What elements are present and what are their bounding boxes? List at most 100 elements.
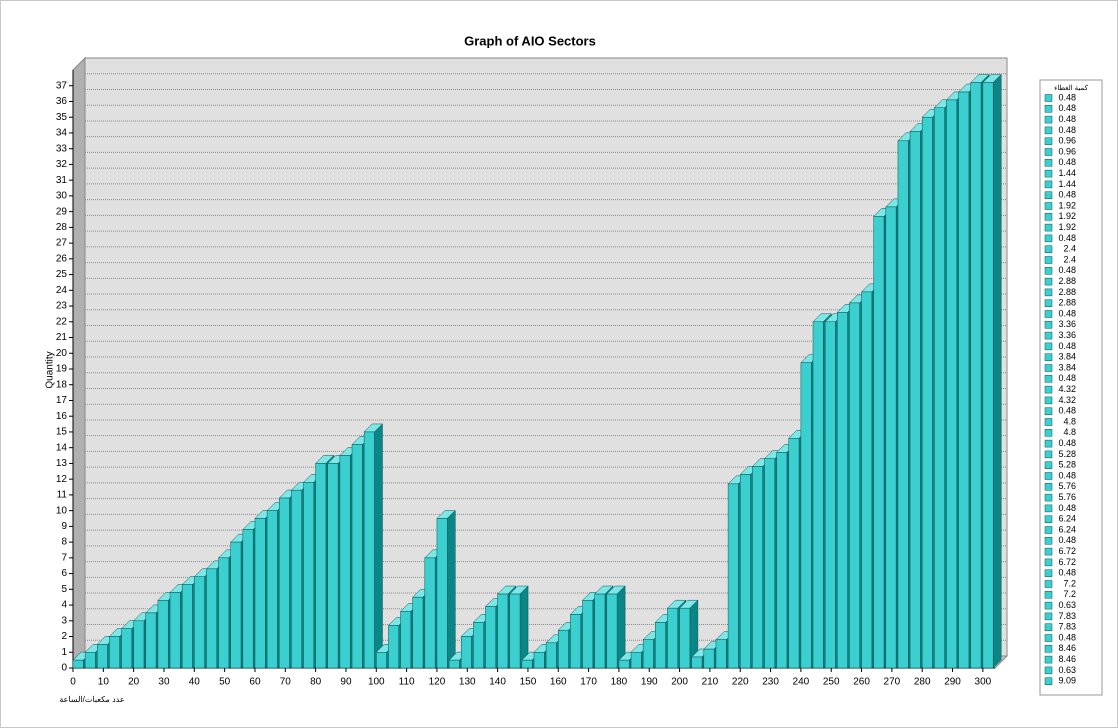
legend-label: 0.48 xyxy=(1058,157,1076,167)
y-tick-label: 27 xyxy=(56,238,68,249)
x-tick-label: 0 xyxy=(70,677,76,688)
y-tick-label: 30 xyxy=(56,191,68,202)
y-tick-label: 35 xyxy=(56,112,68,123)
y-tick-label: 34 xyxy=(56,128,68,139)
legend-swatch xyxy=(1044,601,1053,610)
bar xyxy=(679,607,691,669)
x-tick-label: 100 xyxy=(368,677,385,688)
legend-title: كمية الغطاء xyxy=(1054,84,1088,92)
bar xyxy=(509,593,521,669)
legend-label: 0.48 xyxy=(1058,470,1076,480)
legend-label: 0.48 xyxy=(1058,92,1076,102)
x-tick-label: 200 xyxy=(671,677,688,688)
legend-swatch xyxy=(1044,94,1053,102)
x-tick-label: 230 xyxy=(762,677,779,688)
legend-label: 0.48 xyxy=(1058,632,1076,642)
legend-label: 6.72 xyxy=(1058,546,1076,556)
legend-swatch xyxy=(1044,504,1053,513)
legend-swatch xyxy=(1044,364,1053,372)
x-tick-label: 280 xyxy=(914,677,931,688)
y-tick-label: 3 xyxy=(61,615,67,626)
x-tick-label: 170 xyxy=(580,677,597,688)
legend-label: 4.32 xyxy=(1058,395,1076,405)
x-tick-label: 220 xyxy=(732,677,749,688)
y-tick-label: 21 xyxy=(56,332,68,343)
bar xyxy=(921,116,933,669)
legend-label: 2.88 xyxy=(1058,276,1076,286)
legend-label: 1.92 xyxy=(1058,222,1076,232)
legend-label: 0.48 xyxy=(1058,265,1076,275)
legend-swatch xyxy=(1044,299,1053,307)
bar xyxy=(206,568,218,669)
bar xyxy=(266,510,278,669)
bar xyxy=(497,593,509,669)
x-tick-label: 10 xyxy=(98,677,110,688)
x-tick-label: 120 xyxy=(429,677,446,688)
bar xyxy=(934,107,945,669)
y-tick-label: 31 xyxy=(56,175,68,186)
bar xyxy=(291,489,302,669)
legend-label: 0.48 xyxy=(1058,125,1076,135)
legend-swatch xyxy=(1044,234,1053,243)
bar xyxy=(97,644,108,669)
bar xyxy=(788,437,800,669)
bar xyxy=(873,216,885,669)
x-tick-label: 40 xyxy=(189,677,201,688)
legend-label: 1.92 xyxy=(1058,200,1076,210)
bar xyxy=(558,629,569,669)
x-tick-label: 70 xyxy=(280,677,292,688)
bar xyxy=(739,474,751,669)
legend-swatch xyxy=(1044,223,1053,232)
legend-label: 4.8 xyxy=(1063,416,1076,426)
legend-label: 1.44 xyxy=(1058,168,1076,178)
y-tick-label: 7 xyxy=(61,552,67,563)
y-tick-label: 13 xyxy=(56,458,68,469)
y-tick-label: 26 xyxy=(56,253,68,264)
legend-swatch xyxy=(1044,169,1053,178)
bar xyxy=(412,596,424,669)
y-tick-label: 12 xyxy=(56,474,68,485)
bar xyxy=(327,463,339,669)
x-tick-label: 150 xyxy=(520,677,537,688)
x-tick-label: 110 xyxy=(399,677,415,688)
bar xyxy=(169,592,181,669)
bar xyxy=(594,593,606,669)
bar xyxy=(606,593,618,669)
x-tick-label: 130 xyxy=(459,677,476,688)
y-tick-label: 0 xyxy=(61,663,67,674)
y-tick-label: 19 xyxy=(56,364,68,375)
bar-side xyxy=(374,423,383,669)
legend-swatch xyxy=(1044,418,1053,426)
legend-swatch xyxy=(1044,385,1053,394)
y-tick-label: 1 xyxy=(61,647,67,658)
x-tick-label: 270 xyxy=(884,677,901,688)
bar xyxy=(982,82,994,669)
bar xyxy=(230,541,242,669)
legend-swatch xyxy=(1044,634,1053,642)
x-tick-label: 180 xyxy=(611,677,628,688)
legend-swatch xyxy=(1044,666,1053,675)
legend-swatch xyxy=(1044,245,1053,253)
bar xyxy=(242,529,254,669)
legend-label: 0.48 xyxy=(1058,190,1076,200)
legend-label: 6.24 xyxy=(1058,514,1076,524)
bar xyxy=(145,612,157,669)
x-tick-label: 190 xyxy=(641,677,658,688)
legend-label: 0.48 xyxy=(1058,568,1076,578)
bar xyxy=(424,557,436,669)
bar-side xyxy=(447,509,456,669)
legend-swatch xyxy=(1044,202,1053,210)
bar xyxy=(315,463,327,669)
legend-swatch xyxy=(1044,526,1053,534)
bar xyxy=(764,458,776,669)
bar xyxy=(946,99,958,669)
bar xyxy=(84,652,96,669)
y-tick-label: 24 xyxy=(56,285,68,296)
legend-swatch xyxy=(1044,623,1053,631)
legend-swatch xyxy=(1044,353,1053,361)
legend-label: 0.48 xyxy=(1058,406,1076,416)
legend-swatch xyxy=(1044,569,1053,577)
x-tick-label: 240 xyxy=(793,677,810,688)
bar xyxy=(582,600,594,669)
